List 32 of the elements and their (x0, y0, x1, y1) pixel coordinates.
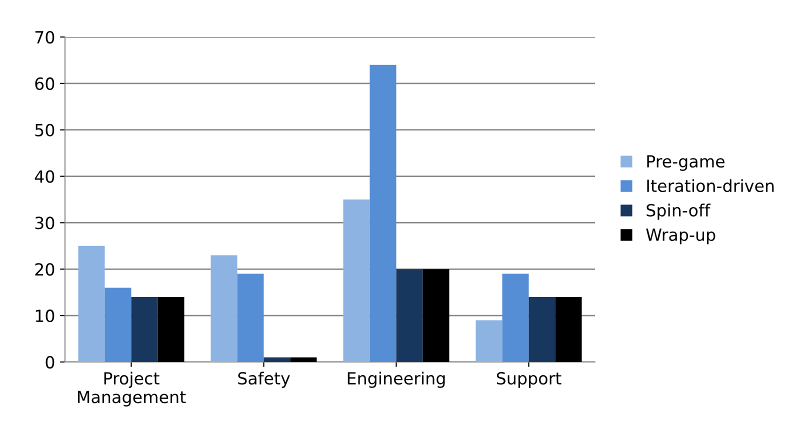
y-tick-label: 10 (36, 310, 54, 322)
bar (396, 269, 423, 362)
y-tick-label: 0 (46, 356, 54, 369)
x-tick-label: Project Management (78, 372, 186, 407)
legend-label: Pre-game (647, 155, 724, 171)
bar (555, 297, 582, 362)
bar (158, 297, 184, 362)
bar (264, 357, 290, 362)
bar (78, 246, 105, 362)
bar (210, 255, 238, 362)
x-tick-label: Safety (238, 372, 290, 388)
y-tick-label: 60 (35, 77, 54, 90)
bar (343, 200, 370, 362)
y-tick-label: 20 (35, 263, 54, 276)
y-tick-label: 30 (35, 216, 54, 230)
bar (502, 274, 529, 362)
bar (131, 297, 158, 362)
x-tick-label: Engineering (348, 372, 445, 388)
legend-label: Spin-off (646, 204, 711, 220)
legend-label: Iteration-driven (647, 179, 774, 192)
bar (422, 269, 450, 362)
bar (104, 288, 132, 362)
bar (528, 297, 556, 362)
y-tick-label: 50 (35, 124, 54, 136)
x-tick-label: Support (496, 372, 562, 388)
legend-label: Wrap-up (646, 228, 716, 244)
y-tick-label: 40 (34, 170, 54, 183)
y-tick-label: 70 (35, 30, 54, 44)
bar (370, 64, 396, 362)
bar (476, 320, 502, 362)
bar (237, 274, 264, 362)
bar (290, 357, 317, 362)
